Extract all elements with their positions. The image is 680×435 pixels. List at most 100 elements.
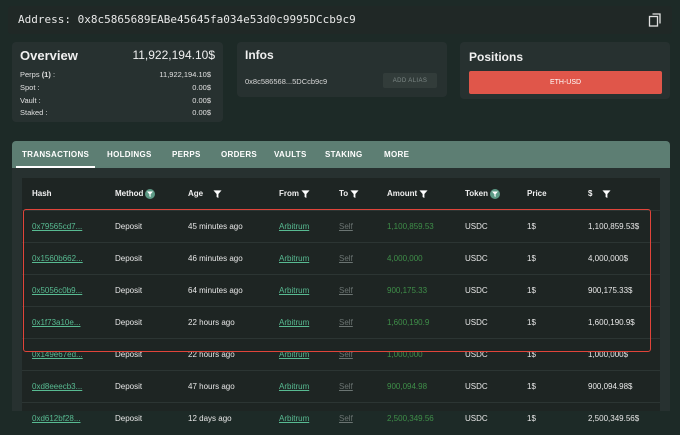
to-link[interactable]: Self (339, 318, 353, 327)
to-link[interactable]: Self (339, 222, 353, 231)
tab-holdings[interactable]: HOLDINGS (107, 150, 152, 159)
overview-row-value: 0.00$ (192, 83, 211, 92)
column-header-label: Amount (387, 189, 418, 199)
filter-active-icon[interactable] (145, 189, 156, 199)
table-cell: 900,094.98 (387, 382, 427, 391)
hash-link[interactable]: 0x1560b662... (32, 254, 83, 263)
table-cell: Self (339, 382, 353, 391)
table-cell: 47 hours ago (188, 382, 235, 391)
table-cell: 1$ (527, 222, 536, 231)
tab-transactions[interactable]: TRANSACTIONS (15, 141, 96, 168)
age-cell: 22 hours ago (188, 318, 235, 327)
column-header-age: Age (188, 189, 222, 199)
position-eth-usd-button[interactable]: ETH-USD (469, 71, 662, 94)
hash-link[interactable]: 0x79565cd7... (32, 222, 83, 231)
copy-icon[interactable] (648, 13, 662, 27)
table-cell: Self (339, 254, 353, 263)
table-cell: USDC (465, 350, 488, 359)
price-cell: 1$ (527, 318, 536, 327)
table-cell: Self (339, 350, 353, 359)
from-link[interactable]: Arbitrum (279, 222, 310, 231)
column-header-label: Method (115, 189, 144, 199)
table-cell: 1$ (527, 318, 536, 327)
to-link[interactable]: Self (339, 414, 353, 423)
tab-more[interactable]: MORE (384, 150, 410, 159)
filter-icon[interactable] (419, 189, 428, 199)
from-link[interactable]: Arbitrum (279, 318, 310, 327)
to-link[interactable]: Self (339, 382, 353, 391)
table-cell: 0x149e67ed... (32, 350, 83, 359)
column-header-from: From (279, 189, 310, 199)
hash-link[interactable]: 0x149e67ed... (32, 350, 83, 359)
from-link[interactable]: Arbitrum (279, 350, 310, 359)
token-cell: USDC (465, 318, 488, 327)
hash-link[interactable]: 0x1f73a10e... (32, 318, 81, 327)
overview-row-label: Spot : (20, 83, 40, 92)
price-cell: 1$ (527, 254, 536, 263)
token-cell: USDC (465, 414, 488, 423)
tab-staking[interactable]: STAKING (325, 150, 363, 159)
table-cell: 900,175.33 (387, 286, 427, 295)
table-cell: 1,000,000 (387, 350, 423, 359)
table-cell: 0xd8eeecb3... (32, 382, 82, 391)
infos-address: 0x8c586568...5DCcb9c9 (245, 77, 328, 86)
hash-link[interactable]: 0xd8eeecb3... (32, 382, 83, 391)
table-cell: Deposit (115, 222, 142, 231)
filter-icon[interactable] (602, 189, 612, 199)
from-link[interactable]: Arbitrum (279, 254, 310, 263)
age-cell: 46 minutes ago (188, 254, 243, 263)
filter-icon[interactable] (213, 189, 222, 199)
filter-icon[interactable] (350, 189, 359, 199)
column-header-usd: $ (588, 189, 612, 199)
table-cell: 22 hours ago (188, 350, 235, 359)
overview-total: 11,922,194.10$ (132, 48, 215, 62)
column-header-price: Price (527, 189, 547, 198)
tab-orders[interactable]: ORDERS (221, 150, 258, 159)
hash-link[interactable]: 0x5056c0b9... (32, 286, 83, 295)
table-cell: Self (339, 318, 353, 327)
overview-row: Staked : 0.00$ (20, 108, 211, 117)
overview-row-label: Perps (1) : (20, 70, 56, 79)
table-cell: Deposit (115, 286, 142, 295)
table-cell: USDC (465, 254, 488, 263)
token-cell: USDC (465, 286, 488, 295)
tab-vaults[interactable]: VAULTS (274, 150, 307, 159)
table-cell: USDC (465, 382, 488, 391)
table-cell: 1$ (527, 382, 536, 391)
overview-row-value: 11,922,194.10$ (159, 70, 211, 79)
overview-card: Overview 11,922,194.10$ Perps (1) : 11,92… (12, 42, 223, 122)
table-cell: 46 minutes ago (188, 254, 243, 263)
amount-cell: 900,175.33 (387, 286, 428, 295)
column-header-label: Age (188, 189, 204, 199)
address-value[interactable]: 0x8c5865689EABe45645fa034e53d0c9995DCcb9… (77, 13, 356, 26)
overview-row: Perps (1) : 11,922,194.10$ (20, 70, 211, 79)
from-link[interactable]: Arbitrum (279, 382, 310, 391)
from-link[interactable]: Arbitrum (279, 286, 310, 295)
price-cell: 1$ (527, 350, 536, 359)
address-text[interactable]: Address: 0x8c5865689EABe45645fa034e53d0c… (18, 13, 356, 26)
to-link[interactable]: Self (339, 254, 353, 263)
table-row: 0xd612bf28... Deposit 12 days ago Arbitrum S… (22, 402, 660, 435)
tab-perps[interactable]: PERPS (172, 150, 201, 159)
amount-cell: 4,000,000 (387, 254, 423, 263)
table-row: 0x5056c0b9... Deposit 64 minutes ago Arbitr… (22, 274, 660, 307)
table-cell: 4,000,000$ (588, 254, 628, 263)
overview-row: Vault : 0.00$ (20, 96, 211, 105)
to-link[interactable]: Self (339, 286, 353, 295)
usd-value-cell: 900,094.98$ (588, 382, 633, 391)
column-header-label: To (339, 189, 349, 199)
method-cell: Deposit (115, 286, 143, 295)
hash-link[interactable]: 0xd612bf28... (32, 414, 81, 423)
table-cell: 900,094.98$ (588, 382, 633, 391)
table-cell: 4,000,000 (387, 254, 423, 263)
filter-icon[interactable] (301, 189, 310, 199)
from-link[interactable]: Arbitrum (279, 414, 310, 423)
filter-active-icon[interactable] (489, 189, 500, 199)
transactions-panel: Hash Method Age From To Amount Token Price $ 0x7… (12, 168, 670, 423)
add-alias-button[interactable]: ADD ALIAS (383, 73, 437, 88)
table-cell: 1,600,190.9$ (588, 318, 635, 327)
to-link[interactable]: Self (339, 350, 353, 359)
table-cell: 1,000,000$ (588, 350, 628, 359)
column-header-label: From (279, 189, 299, 199)
method-cell: Deposit (115, 350, 143, 359)
